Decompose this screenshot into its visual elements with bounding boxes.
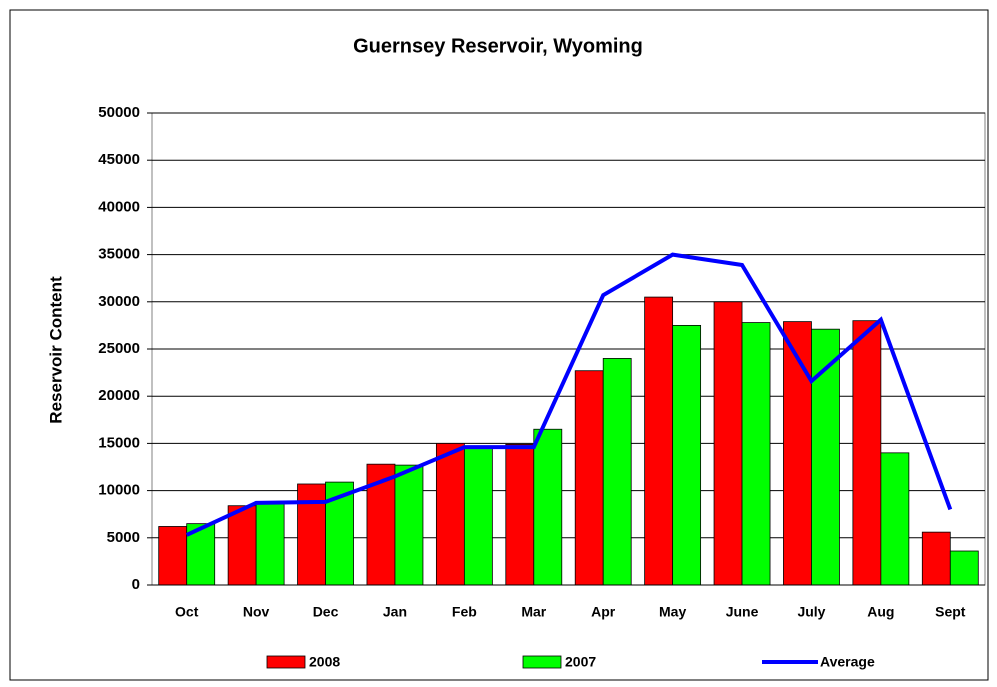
y-tick-label: 20000 — [98, 387, 140, 404]
x-tick-label: May — [659, 604, 686, 620]
x-tick-label: July — [797, 604, 825, 620]
x-tick-label: Mar — [521, 604, 546, 620]
bar — [949, 550, 979, 586]
bar — [297, 483, 326, 586]
y-tick-label: 50000 — [98, 104, 140, 121]
bar — [811, 328, 840, 586]
bar — [505, 443, 535, 586]
bar — [921, 531, 951, 586]
bar — [227, 505, 257, 586]
bar — [852, 320, 882, 586]
legend-label: Average — [820, 654, 875, 670]
bar — [644, 296, 674, 586]
bar — [463, 445, 493, 586]
x-tick-label: Apr — [591, 604, 616, 620]
legend-swatch — [266, 655, 306, 669]
bar — [672, 324, 702, 586]
x-tick-label: Nov — [243, 604, 270, 620]
bar — [783, 321, 812, 586]
y-axis-title: Reservoir Content — [46, 276, 65, 424]
bar — [602, 358, 632, 586]
y-tick-label: 25000 — [98, 340, 140, 357]
bar — [435, 442, 465, 586]
line — [185, 252, 953, 537]
bar — [880, 452, 910, 586]
x-tick-label: Oct — [175, 604, 199, 620]
x-tick-label: Dec — [313, 604, 339, 620]
y-tick-label: 40000 — [98, 198, 140, 215]
y-tick-label: 0 — [132, 576, 140, 593]
legend-label: 2008 — [309, 654, 340, 670]
y-tick-label: 35000 — [98, 246, 140, 263]
bar — [158, 526, 188, 586]
bar — [713, 301, 743, 586]
x-tick-label: Sept — [935, 604, 966, 620]
bar — [533, 428, 563, 586]
legend-label: 2007 — [565, 654, 596, 670]
x-tick-label: Feb — [452, 604, 477, 620]
bar — [574, 370, 604, 586]
x-tick-label: June — [726, 604, 759, 620]
bar — [325, 481, 354, 586]
y-tick-label: 15000 — [98, 434, 140, 451]
y-tick-label: 5000 — [107, 529, 140, 546]
legend-swatch — [522, 655, 562, 669]
y-tick-label: 45000 — [98, 151, 140, 168]
bar — [741, 322, 771, 586]
y-tick-label: 10000 — [98, 482, 140, 499]
y-tick-label: 30000 — [98, 293, 140, 310]
chart-title: Guernsey Reservoir, Wyoming — [353, 35, 643, 57]
x-tick-label: Aug — [867, 604, 894, 620]
x-tick-label: Jan — [383, 604, 407, 620]
bar — [255, 501, 285, 586]
bar — [394, 464, 424, 586]
